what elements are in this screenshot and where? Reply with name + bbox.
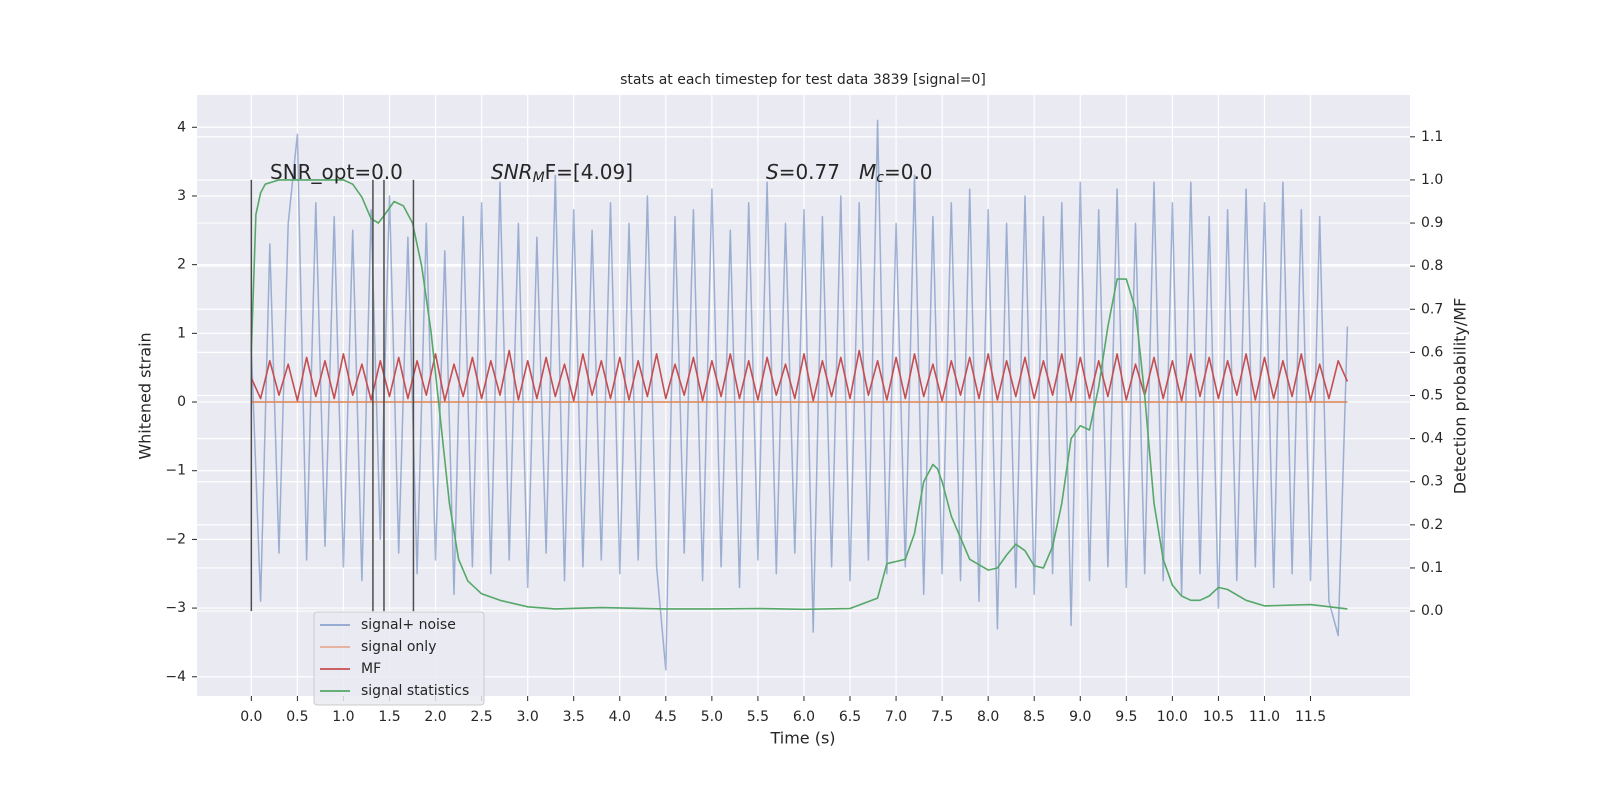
y2-tick-label: 0.8 [1421, 258, 1443, 274]
x-tick-label: 8.5 [1023, 709, 1045, 725]
x-tick-label: 9.0 [1069, 709, 1091, 725]
y-tick-label: 3 [177, 188, 186, 204]
series-line [250, 179, 1348, 611]
x-tick-label: 11.5 [1295, 709, 1326, 725]
x-tick-label: 5.0 [701, 709, 723, 725]
annotation-part: SNR [491, 160, 533, 184]
annotation: SNR_opt=0.0 [270, 160, 403, 184]
y-tick-label: −4 [165, 669, 186, 685]
marks [250, 119, 1349, 671]
y-tick-label: 0 [177, 394, 186, 410]
x-tick-label: 7.5 [931, 709, 953, 725]
legend-label: MF [361, 661, 381, 677]
y2-tick-label: 0.2 [1421, 517, 1443, 533]
y2-tick-label: 0.5 [1421, 388, 1443, 404]
x-tick-label: 0.5 [286, 709, 308, 725]
y-tick-label: −2 [165, 531, 186, 547]
y2-tick-label: 0.1 [1421, 560, 1443, 576]
y-tick-label: 4 [177, 119, 186, 135]
x-tick-label: 10.5 [1203, 709, 1234, 725]
y2-axis-label: Detection probability/MF [1451, 298, 1470, 495]
annotation-subscript: M [533, 170, 545, 186]
annotation: S=0.77 [766, 160, 840, 184]
y2-tick-label: 0.9 [1421, 215, 1443, 231]
annotation-part: S [766, 160, 779, 184]
annotation-part: =0.0 [884, 160, 933, 184]
y2-tick-label: 1.0 [1421, 172, 1443, 188]
annotation: Mc=0.0 [859, 160, 933, 187]
y2-tick-label: 0.0 [1421, 603, 1443, 619]
y-tick-label: 1 [177, 325, 186, 341]
annotation-subscript: c [876, 170, 884, 186]
chart-title: stats at each timestep for test data 383… [620, 72, 986, 88]
x-tick-label: 2.0 [424, 709, 446, 725]
x-tick-label: 9.5 [1115, 709, 1137, 725]
x-tick-label: 7.0 [885, 709, 907, 725]
y2-tick-label: 0.6 [1421, 344, 1443, 360]
x-axis-label: Time (s) [769, 729, 835, 748]
x-tick-label: 3.0 [517, 709, 539, 725]
y-tick-label: −1 [165, 463, 186, 479]
y-tick-label: −3 [165, 600, 186, 616]
legend-label: signal+ noise [361, 617, 456, 633]
annotation-part: F=[4.09] [545, 160, 633, 184]
series-line [250, 119, 1349, 671]
labels: 0.0 0.5 1.0 1.5 2.0 2.5 3.0 3.5 4.0 4.5 5.0 5.5 6.0 6… [165, 119, 1443, 725]
x-tick-label: 4.5 [655, 709, 677, 725]
x-tick-label: 4.0 [609, 709, 631, 725]
x-tick-label: 2.5 [470, 709, 492, 725]
x-tick-label: 8.0 [977, 709, 999, 725]
y2-tick-label: 0.4 [1421, 431, 1443, 447]
legend-label: signal only [361, 639, 436, 655]
y2-tick-label: 1.1 [1421, 129, 1443, 145]
x-tick-label: 0.0 [240, 709, 262, 725]
x-tick-label: 6.0 [793, 709, 815, 725]
y-axis-label: Whitened strain [136, 332, 155, 459]
legend: signal+ noise signal only MF signal statist… [313, 611, 485, 706]
annotation: SNRMF=[4.09] [491, 160, 633, 187]
x-tick-label: 6.5 [839, 709, 861, 725]
x-tick-label: 5.5 [747, 709, 769, 725]
x-tick-label: 11.0 [1249, 709, 1280, 725]
y2-tick-label: 0.3 [1421, 474, 1443, 490]
annotation-part: SNR_opt=0.0 [270, 160, 403, 184]
x-tick-label: 3.5 [563, 709, 585, 725]
x-tick-label: 1.5 [378, 709, 400, 725]
x-tick-label: 1.0 [332, 709, 354, 725]
y-tick-label: 2 [177, 257, 186, 273]
annotation-part: M [859, 160, 876, 184]
legend-box [313, 611, 485, 706]
legend-label: signal statistics [361, 683, 469, 699]
x-tick-label: 10.0 [1157, 709, 1188, 725]
y2-tick-label: 0.7 [1421, 301, 1443, 317]
annotation-part: =0.77 [779, 160, 840, 184]
